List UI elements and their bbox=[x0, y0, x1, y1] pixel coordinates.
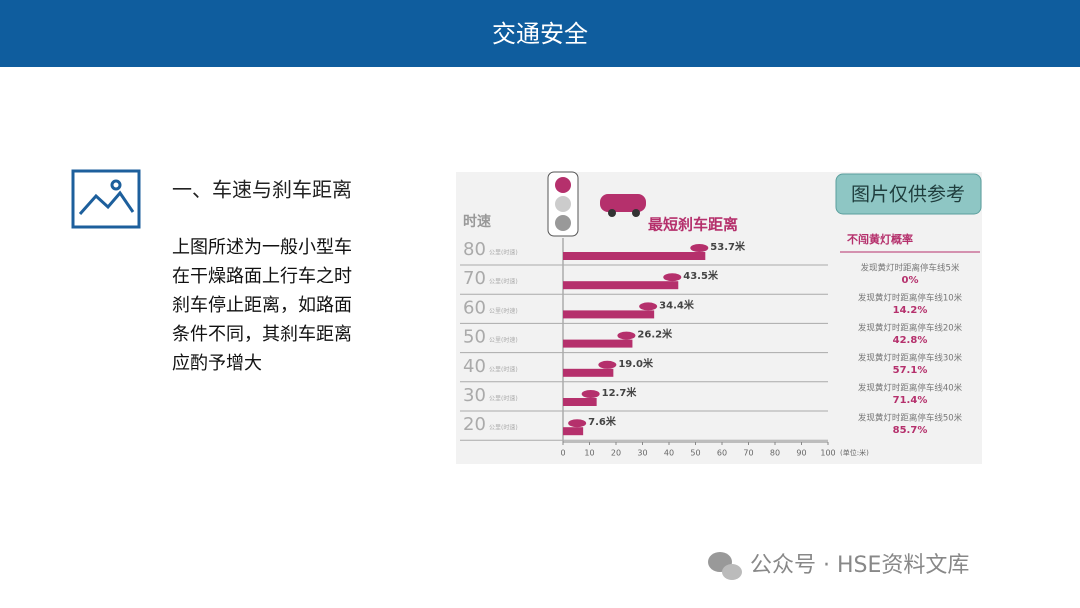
body-line: 上图所述为一般小型车 bbox=[172, 237, 352, 258]
wechat-icon bbox=[708, 552, 742, 580]
traffic-light bbox=[547, 171, 579, 237]
car bbox=[568, 419, 587, 428]
x-tick-label: 90 bbox=[796, 449, 806, 458]
x-tick-label: 40 bbox=[664, 449, 674, 458]
row-label: 发现黄灯时距离停车线20米 bbox=[858, 323, 963, 334]
badge: 图片仅供参考 bbox=[851, 184, 965, 206]
category-label: 30 bbox=[463, 385, 486, 406]
x-tick-label: 100 bbox=[820, 449, 835, 458]
body-line: 条件不同，其刹车距离 bbox=[172, 324, 352, 345]
x-tick-label: 0 bbox=[560, 449, 565, 458]
table-title: 不闯黄灯概率 bbox=[847, 232, 913, 246]
icon bbox=[71, 169, 141, 229]
row-value: 57.1% bbox=[893, 365, 928, 376]
value-label: 12.7米 bbox=[602, 386, 638, 399]
x-tick-label: 60 bbox=[717, 449, 727, 458]
x-tick-label: 80 bbox=[770, 449, 780, 458]
value-label: 43.5米 bbox=[683, 269, 719, 282]
car bbox=[581, 390, 600, 398]
value-label: 26.2米 bbox=[637, 328, 673, 341]
row-value: 85.7% bbox=[893, 425, 928, 436]
category-unit: 公里(时速) bbox=[489, 365, 518, 373]
section-body: 上图所述为一般小型车在干燥路面上行车之时刹车停止距离，如路面条件不同，其刹车距离… bbox=[172, 237, 352, 374]
chart-title: 最短刹车距离 bbox=[648, 216, 738, 234]
bar bbox=[563, 339, 633, 348]
row-value: 0% bbox=[902, 275, 919, 286]
category-label: 50 bbox=[463, 327, 486, 348]
car bbox=[690, 244, 709, 252]
body-line: 刹车停止距离，如路面 bbox=[172, 295, 352, 316]
category-unit: 公里(时速) bbox=[489, 249, 518, 257]
category-unit: 公里(时速) bbox=[489, 307, 518, 315]
category-unit: 公里(时速) bbox=[489, 424, 518, 432]
value-label: 53.7米 bbox=[710, 240, 746, 253]
badge-bg bbox=[835, 173, 982, 215]
figure bbox=[456, 172, 982, 464]
bar bbox=[563, 310, 655, 319]
car bbox=[663, 273, 682, 282]
x-tick-label: 50 bbox=[690, 449, 700, 458]
section-heading: 一、车速与刹车距离 bbox=[172, 178, 352, 202]
x-tick-label: 20 bbox=[611, 449, 621, 458]
car bbox=[617, 331, 636, 340]
bar bbox=[563, 427, 584, 436]
x-tick-label: 70 bbox=[743, 449, 753, 458]
row-value: 71.4% bbox=[893, 395, 928, 406]
row-label: 发现黄灯时距离停车线30米 bbox=[858, 353, 963, 364]
row-value: 14.2% bbox=[893, 305, 928, 316]
row-label: 发现黄灯时距离停车线5米 bbox=[861, 263, 960, 274]
body-line: 应酌予增大 bbox=[172, 353, 262, 374]
x-axis-label: (单位:米) bbox=[840, 448, 869, 457]
category-label: 40 bbox=[463, 356, 486, 377]
bar bbox=[563, 281, 679, 290]
category-label: 80 bbox=[463, 239, 486, 260]
row-value: 42.8% bbox=[893, 335, 928, 346]
car-icon bbox=[600, 194, 646, 217]
bar bbox=[563, 398, 597, 406]
car bbox=[598, 360, 617, 369]
watermark: 公众号 · HSE资料文库 bbox=[750, 553, 969, 578]
category-label: 70 bbox=[463, 268, 486, 289]
row-label: 发现黄灯时距离停车线10米 bbox=[858, 293, 963, 304]
body-line: 在干燥路面上行车之时 bbox=[172, 266, 352, 287]
category-label: 60 bbox=[463, 297, 486, 318]
value-label: 34.4米 bbox=[659, 298, 695, 311]
row-label: 发现黄灯时距离停车线40米 bbox=[858, 383, 963, 394]
bar bbox=[563, 368, 614, 377]
category-label: 20 bbox=[463, 414, 486, 435]
bar bbox=[563, 252, 706, 260]
value-label: 7.6米 bbox=[588, 415, 617, 428]
value-label: 19.0米 bbox=[618, 357, 654, 370]
x-tick-label: 30 bbox=[637, 449, 647, 458]
category-unit: 公里(时速) bbox=[489, 395, 518, 403]
header-bar bbox=[0, 0, 1080, 67]
row-label: 发现黄灯时距离停车线50米 bbox=[858, 413, 963, 424]
category-unit: 公里(时速) bbox=[489, 336, 518, 344]
x-tick-label: 10 bbox=[584, 449, 594, 458]
car bbox=[639, 302, 658, 311]
y-axis-label: 时速 bbox=[463, 213, 491, 230]
header-title: 交通安全 bbox=[492, 20, 588, 48]
category-unit: 公里(时速) bbox=[489, 278, 518, 286]
